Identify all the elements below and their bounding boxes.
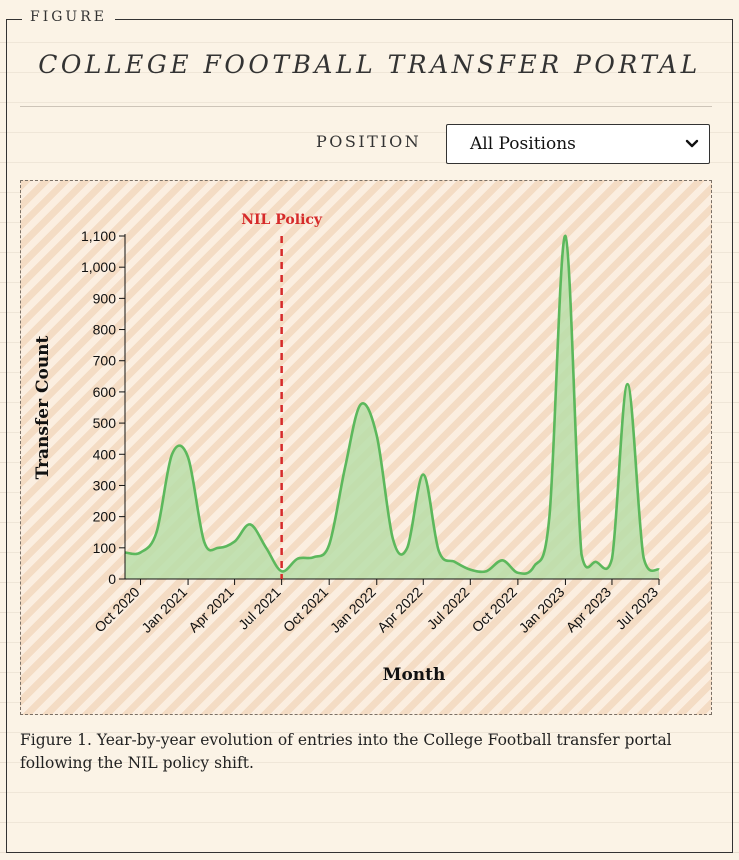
y-tick-label: 400 bbox=[93, 446, 117, 462]
x-tick-label: Oct 2022 bbox=[468, 584, 520, 636]
x-tick-label: Jan 2022 bbox=[327, 584, 379, 636]
x-tick-label: Apr 2022 bbox=[374, 584, 426, 636]
figure-caption: Figure 1. Year-by-year evolution of entr… bbox=[20, 731, 672, 772]
y-tick-label: 600 bbox=[93, 384, 117, 400]
y-tick-label: 200 bbox=[93, 509, 117, 525]
series-line bbox=[124, 234, 660, 576]
y-axis-title: Transfer Count bbox=[33, 335, 53, 479]
y-tick-label: 700 bbox=[93, 353, 117, 369]
x-tick-label: Apr 2023 bbox=[563, 584, 615, 636]
chart-area: 0 100 200 300 400 500 600 700 800 900 1,000 1,100 Oc… bbox=[20, 180, 712, 715]
position-label: POSITION bbox=[316, 132, 422, 151]
figure-tag: FIGURE bbox=[22, 9, 115, 25]
position-select[interactable]: All Positions bbox=[446, 124, 710, 164]
transfer-chart: 0 100 200 300 400 500 600 700 800 900 1,000 1,100 Oc… bbox=[33, 212, 661, 685]
y-tick-label: 900 bbox=[93, 290, 117, 306]
x-tick-label: Jul 2021 bbox=[235, 584, 284, 633]
y-tick-label: 1,000 bbox=[81, 259, 116, 275]
y-tick-label: 1,100 bbox=[81, 228, 116, 244]
y-tick-label: 100 bbox=[93, 540, 117, 556]
chevron-down-icon bbox=[685, 139, 699, 148]
nil-policy-label: NIL Policy bbox=[241, 212, 323, 228]
x-tick-label: Jul 2023 bbox=[612, 584, 661, 633]
y-tick-label: 0 bbox=[108, 571, 116, 587]
x-tick-label: Apr 2021 bbox=[185, 584, 237, 636]
x-tick-label: Oct 2021 bbox=[280, 584, 332, 636]
x-tick-label: Jan 2021 bbox=[138, 584, 190, 636]
x-tick-label: Oct 2020 bbox=[91, 584, 143, 636]
position-select-value: All Positions bbox=[470, 134, 576, 154]
x-tick-label: Jan 2023 bbox=[516, 584, 568, 636]
y-tick-label: 800 bbox=[93, 322, 117, 338]
y-tick-label: 500 bbox=[93, 415, 117, 431]
x-axis-title: Month bbox=[383, 665, 446, 685]
x-tick-label: Jul 2022 bbox=[424, 584, 473, 633]
chart-title: COLLEGE FOOTBALL TRANSFER PORTAL bbox=[38, 50, 701, 79]
y-tick-label: 300 bbox=[93, 477, 117, 493]
series-area bbox=[125, 235, 659, 579]
title-divider bbox=[20, 106, 712, 107]
